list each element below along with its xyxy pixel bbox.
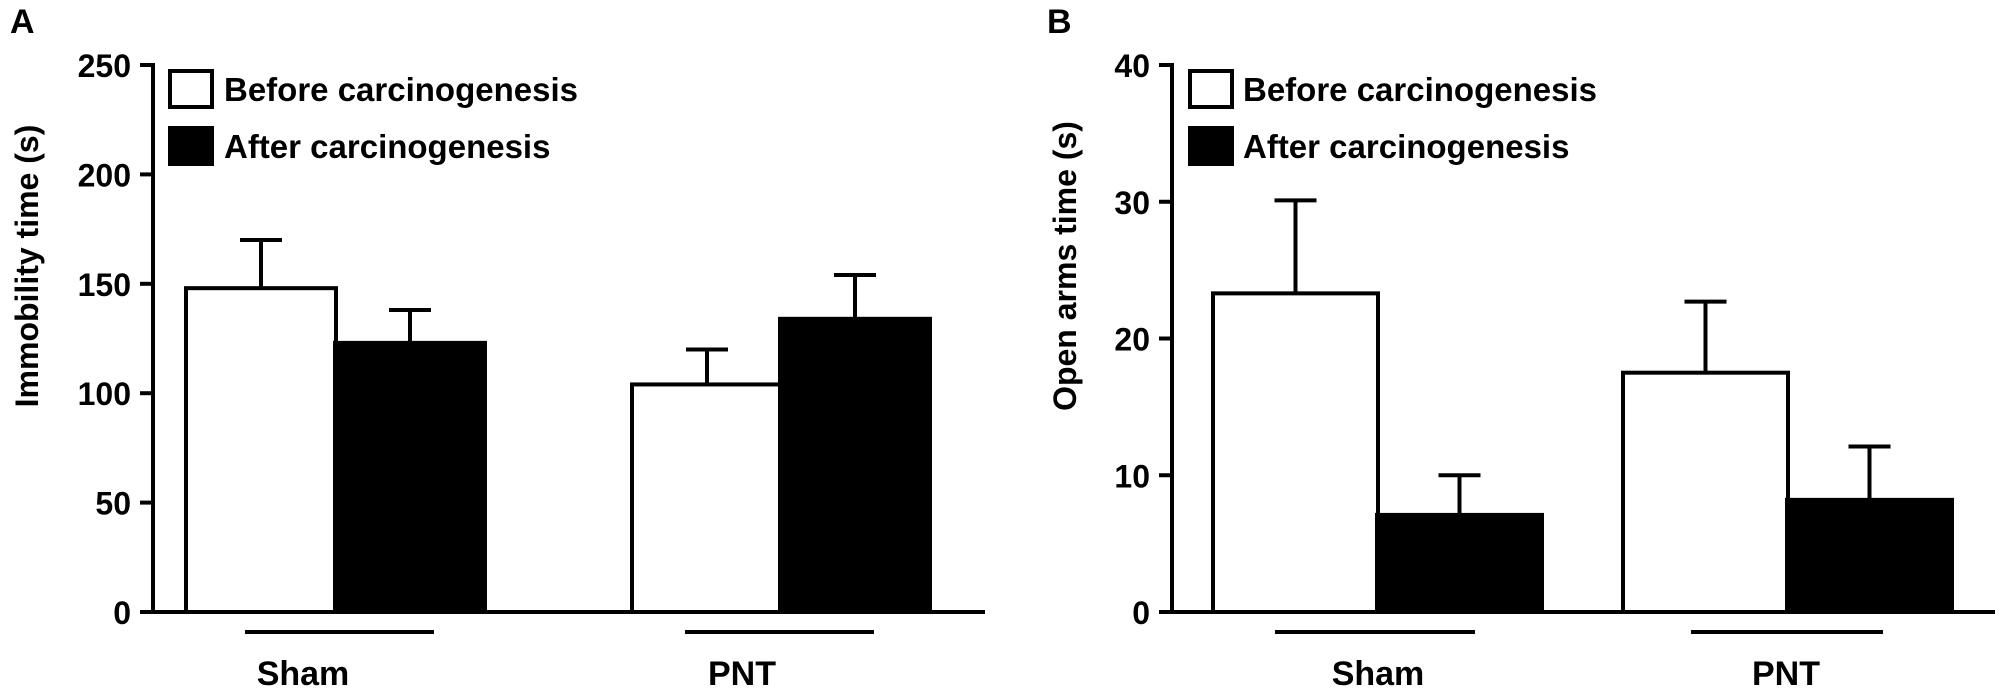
y-tick-label: 250 bbox=[78, 48, 131, 84]
x-category-label: Sham bbox=[1332, 655, 1425, 693]
y-tick-label: 40 bbox=[1114, 48, 1150, 84]
bar-after-sham bbox=[1375, 512, 1544, 614]
panel-b-plot: 0 10 20 30 40 Sham PNT bbox=[1114, 48, 1995, 693]
panel-a-label: A bbox=[10, 3, 35, 41]
legend-swatch-before bbox=[168, 69, 214, 109]
panel-a-plot: 0 50 100 150 200 250 Sham PNT bbox=[78, 48, 985, 693]
bar-before-sham bbox=[1211, 291, 1380, 614]
panel-b-legend: Before carcinogenesis After carcinogenes… bbox=[1188, 69, 1597, 166]
legend-swatch-after bbox=[168, 126, 214, 166]
legend-label-before: Before carcinogenesis bbox=[1243, 71, 1597, 108]
legend-label-after: After carcinogenesis bbox=[1243, 128, 1569, 165]
y-tick-label: 50 bbox=[95, 486, 131, 522]
y-tick-label: 0 bbox=[113, 595, 131, 631]
y-tick-label: 30 bbox=[1114, 185, 1150, 221]
bar-after-pnt bbox=[778, 316, 932, 614]
panel-b: B Open arms time (s) 0 10 20 30 40 Sham PNT Be… bbox=[1047, 3, 1995, 693]
panel-a: A Immobility time (s) 0 50 100 150 200 250 Sha… bbox=[9, 3, 985, 693]
y-tick-label: 20 bbox=[1114, 322, 1150, 358]
x-category-label: Sham bbox=[257, 655, 350, 693]
panel-a-y-axis-label: Immobility time (s) bbox=[9, 125, 45, 408]
bar-before-pnt bbox=[630, 382, 784, 614]
x-category-label: PNT bbox=[1752, 655, 1820, 693]
x-category-label: PNT bbox=[708, 655, 776, 693]
panel-a-legend: Before carcinogenesis After carcinogenes… bbox=[168, 69, 578, 166]
y-tick-label: 0 bbox=[1132, 595, 1150, 631]
bar-after-pnt bbox=[1785, 497, 1954, 614]
panel-b-y-axis-label: Open arms time (s) bbox=[1047, 121, 1083, 411]
bar-after-sham bbox=[333, 340, 487, 614]
y-tick-label: 150 bbox=[78, 267, 131, 303]
legend-swatch-before bbox=[1188, 69, 1234, 109]
legend-label-before: Before carcinogenesis bbox=[224, 71, 578, 108]
y-tick-label: 200 bbox=[78, 157, 131, 193]
y-tick-label: 10 bbox=[1114, 458, 1150, 494]
y-tick-label: 100 bbox=[78, 376, 131, 412]
legend-label-after: After carcinogenesis bbox=[224, 128, 550, 165]
bar-before-pnt bbox=[1621, 370, 1790, 614]
bar-before-sham bbox=[184, 286, 338, 614]
panel-b-label: B bbox=[1047, 3, 1072, 41]
legend-swatch-after bbox=[1188, 126, 1234, 166]
